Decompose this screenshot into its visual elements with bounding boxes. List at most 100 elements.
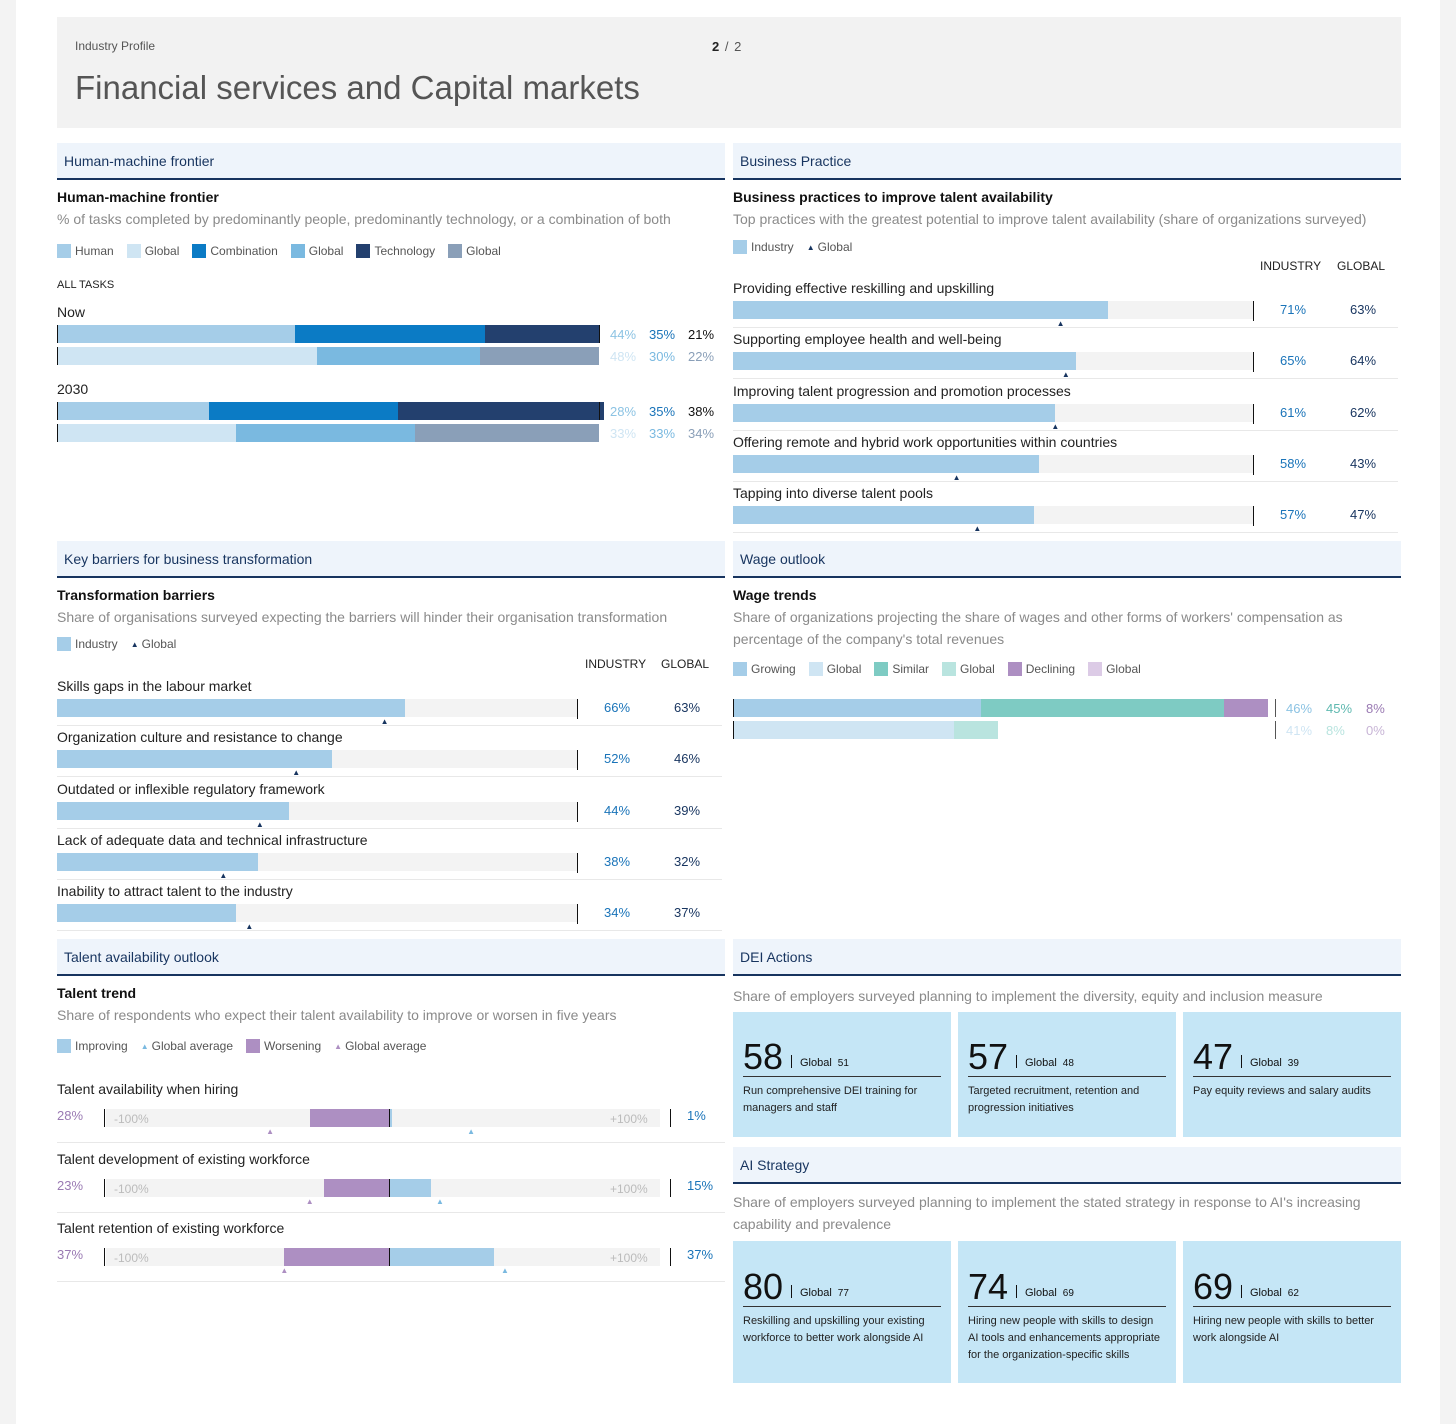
legend-swatch [733, 240, 747, 254]
metric-description: Pay equity reviews and salary audits [1193, 1085, 1371, 1097]
chart-title: Transformation barriers [57, 587, 215, 603]
row-divider [57, 827, 722, 829]
section-header: Key barriers for business transformation [57, 541, 725, 578]
legend-label: Global [466, 244, 501, 258]
triangle-icon: ▲ [806, 242, 815, 252]
axis-end-line [577, 801, 578, 822]
category-label: Inability to attract talent to the indus… [57, 883, 293, 900]
bar-track [733, 352, 1253, 371]
legend-item: ▲ Global average [141, 1039, 233, 1053]
legend-item: Combination [192, 244, 278, 258]
metric-description: Run comprehensive DEI training for manag… [743, 1085, 918, 1114]
legend-item: Global [290, 244, 343, 258]
legend-label: Global [960, 662, 995, 676]
card-divider [968, 1306, 1166, 1307]
industry-bar [57, 904, 237, 923]
row-divider [733, 378, 1398, 380]
stacked-bar-segment [57, 325, 296, 343]
metric-value: 69 [1193, 1266, 1234, 1307]
improving-bar [389, 1248, 494, 1266]
metric-card: 58 Global 51 Run comprehensive DEI training… [733, 1012, 951, 1137]
chart-subtitle: Share of organisations surveyed expectin… [57, 609, 668, 625]
industry-bar [57, 852, 258, 871]
global-value: 48 [1062, 1058, 1074, 1069]
global-comparison: Global 48 [1016, 1055, 1074, 1069]
metric-card: 47 Global 39 Pay equity reviews and salary … [1183, 1012, 1401, 1137]
metric-value: 74 [968, 1266, 1009, 1307]
axis-end-line [599, 325, 600, 343]
legend-swatch [808, 662, 823, 676]
industry-bar [733, 352, 1077, 371]
category-label: Tapping into diverse talent pools [733, 485, 934, 502]
metric-card: 57 Global 48 Targeted recruitment, retentio… [958, 1012, 1176, 1137]
global-value: 37% [673, 905, 701, 921]
worsening-bar [309, 1109, 389, 1127]
legend-swatch [57, 1039, 71, 1053]
chart-title: Business practices to improve talent ava… [733, 189, 1053, 205]
triangle-icon: ▲ [334, 1041, 343, 1051]
category-label: Skills gaps in the labour market [57, 678, 252, 694]
category-label: Providing effective reskilling and upski… [733, 280, 995, 296]
stacked-bar-segment [208, 402, 399, 420]
worsening-bar [323, 1178, 389, 1197]
axis-end-line [577, 852, 578, 873]
legend: Industry ▲ Global [733, 240, 1401, 254]
category-label: Talent development of existing workforce [57, 1150, 310, 1167]
value-label: 44% [610, 327, 637, 342]
triangle-icon: ▲ [130, 639, 139, 649]
section-subtitle: Share of employers surveyed planning to … [733, 988, 1323, 1004]
legend-item: Global [448, 244, 501, 258]
global-comparison: Global 39 [1241, 1055, 1299, 1069]
legend-label: Industry [751, 240, 794, 254]
section-header: Talent availability outlook [57, 939, 725, 976]
global-label: Global [1250, 1057, 1282, 1069]
axis-start-line [104, 1178, 105, 1197]
worsening-bar [284, 1248, 389, 1266]
legend-item: Industry [733, 240, 794, 254]
chart-subtitle: Share of organizations projecting the sh… [733, 609, 1343, 647]
axis-end-line [670, 1248, 671, 1266]
row-divider [57, 1281, 725, 1282]
legend-swatch [1007, 662, 1022, 676]
card-divider [1193, 1306, 1391, 1307]
global-divider [791, 1285, 792, 1298]
legend-item: Declining [1007, 662, 1076, 676]
legend-label: Declining [1025, 662, 1076, 676]
axis-line [57, 402, 58, 420]
global-value: 43% [1349, 455, 1377, 471]
axis-end-line [1253, 506, 1254, 527]
axis-start-line [104, 1109, 105, 1127]
global-marker-icon: ▲ [292, 768, 301, 778]
centre-line [389, 1109, 390, 1127]
column-header-industry: INDUSTRY [585, 657, 647, 671]
legend: Industry ▲ Global [57, 637, 725, 651]
global-marker-icon: ▲ [1056, 319, 1065, 328]
metric-value: 47 [1193, 1036, 1234, 1077]
column-header-global: GLOBAL [1337, 259, 1386, 273]
section-header: Human-machine frontier [57, 143, 725, 180]
global-value: 39% [673, 802, 701, 818]
wage-outlook-section: Wage outlook Wage trends Share of organi… [733, 541, 1401, 936]
row-divider [57, 725, 722, 726]
stacked-bar-segment [733, 699, 982, 717]
page-current: 2 [712, 39, 721, 54]
chart-title: Talent trend [57, 985, 137, 1001]
global-value: 64% [1349, 353, 1377, 369]
legend-label: Global [144, 244, 180, 258]
industry-bar [57, 801, 290, 820]
stacked-bar-segment [57, 402, 209, 420]
human-machine-frontier-section: Human-machine frontier Human-machine fro… [57, 143, 725, 528]
chart-title: Human-machine frontier [57, 189, 219, 205]
column-header-global: GLOBAL [661, 657, 710, 671]
metric-description: Hiring new people with skills to design … [968, 1315, 1161, 1361]
bar-track [733, 454, 1253, 473]
axis-line [57, 424, 58, 442]
global-value: 77 [837, 1288, 849, 1299]
global-marker-icon: ▲ [219, 870, 228, 880]
global-marker-icon: ▲ [245, 922, 254, 932]
metric-card: 80 Global 77 Reskilling and upskilling your… [733, 1241, 951, 1383]
card-divider [743, 1076, 941, 1077]
axis-end-line [577, 699, 578, 719]
legend-item: Global [126, 244, 180, 258]
card-divider [968, 1076, 1166, 1077]
